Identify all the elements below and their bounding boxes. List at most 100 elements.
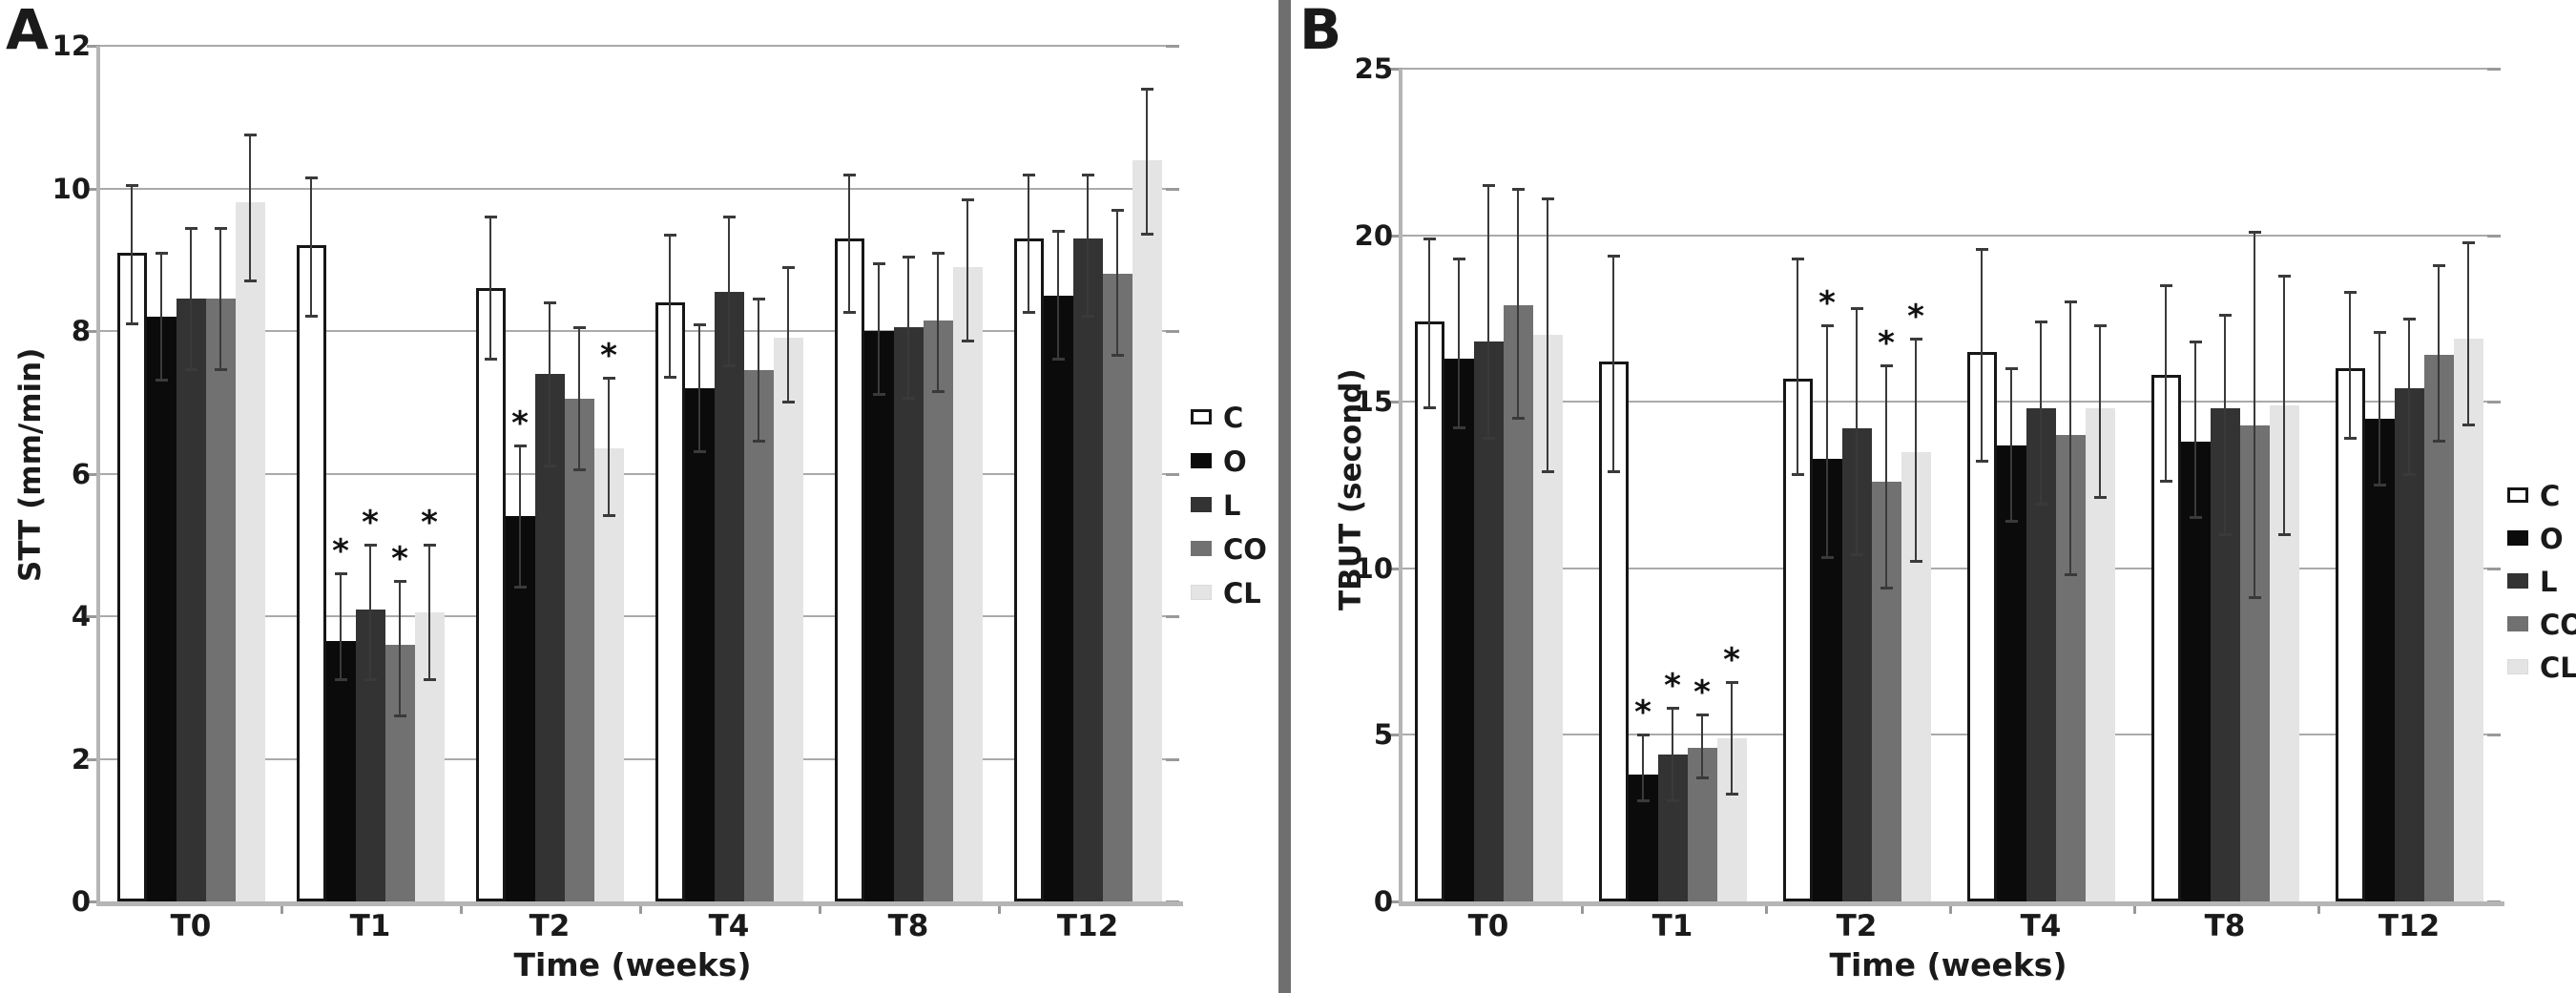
errorbar-cap-top-a-T1-CO bbox=[393, 579, 406, 583]
panel-a-y-axis bbox=[96, 46, 100, 901]
legend-swatch-b-CO bbox=[2507, 616, 2528, 631]
errorbar-a-T0-CL bbox=[249, 134, 251, 281]
errorbar-a-T2-O bbox=[519, 445, 521, 589]
errorbar-cap-bottom-b-T4-C bbox=[1975, 460, 1988, 464]
panel-b-x-boundary-tick-1 bbox=[1580, 906, 1584, 914]
errorbar-cap-top-a-T4-O bbox=[693, 322, 706, 326]
errorbar-cap-top-b-T0-O bbox=[1452, 258, 1465, 261]
errorbar-cap-top-b-T1-O bbox=[1636, 734, 1650, 737]
errorbar-cap-top-a-T4-CL bbox=[781, 265, 795, 269]
errorbar-cap-top-a-T2-C bbox=[484, 216, 497, 219]
errorbar-cap-top-a-T12-C bbox=[1022, 173, 1035, 176]
panel-b-y-axis bbox=[1399, 69, 1402, 901]
errorbar-b-T8-CL bbox=[2283, 275, 2285, 535]
errorbar-b-T12-L bbox=[2408, 318, 2410, 475]
errorbar-cap-top-b-T8-C bbox=[2159, 283, 2172, 287]
legend-swatch-a-CO bbox=[1191, 541, 1212, 556]
significance-asterisk-b-T2-O: * bbox=[1818, 283, 1836, 322]
errorbar-cap-top-a-T8-C bbox=[842, 173, 856, 176]
panel-a-y-tick-6 bbox=[87, 472, 100, 476]
panel-b-y-tick-label-5: 5 bbox=[1373, 718, 1393, 752]
legend-item-b-C: C bbox=[2507, 483, 2576, 511]
errorbar-cap-bottom-b-T8-CO bbox=[2248, 596, 2261, 600]
legend-label-b-C: C bbox=[2540, 480, 2561, 512]
bar-a-T8-L bbox=[893, 327, 924, 901]
errorbar-cap-top-b-T12-CL bbox=[2462, 240, 2475, 244]
errorbar-b-T1-O bbox=[1642, 734, 1644, 802]
panel-a-category-T1: T1 bbox=[349, 909, 391, 943]
panel-a-y-tick-right-6 bbox=[1166, 472, 1179, 476]
errorbar-a-T1-CL bbox=[428, 545, 430, 681]
panel-b-x-axis bbox=[1399, 901, 2504, 906]
errorbar-b-T8-C bbox=[2165, 284, 2167, 482]
errorbar-a-T4-L bbox=[728, 217, 730, 367]
errorbar-cap-bottom-b-T2-C bbox=[1791, 473, 1804, 477]
errorbar-a-T2-L bbox=[549, 302, 551, 467]
bar-a-T4-CO bbox=[743, 370, 774, 901]
errorbar-cap-top-b-T8-CO bbox=[2248, 231, 2261, 235]
legend-label-a-O: O bbox=[1223, 445, 1247, 478]
errorbar-cap-top-a-T4-CO bbox=[752, 298, 765, 301]
panel-b-y-tick-label-0: 0 bbox=[1373, 885, 1393, 918]
errorbar-cap-bottom-a-T2-CO bbox=[572, 467, 586, 471]
errorbar-cap-top-a-T12-CL bbox=[1140, 87, 1153, 91]
errorbar-cap-top-b-T4-O bbox=[2005, 367, 2018, 371]
bar-a-T0-CL bbox=[235, 202, 265, 901]
errorbar-cap-bottom-b-T1-CO bbox=[1695, 776, 1709, 779]
errorbar-cap-bottom-a-T1-C bbox=[304, 315, 318, 319]
significance-asterisk-a-T2-O: * bbox=[511, 403, 529, 443]
errorbar-a-T4-CL bbox=[787, 266, 789, 403]
panel-b-y-tick-0 bbox=[1389, 900, 1402, 903]
errorbar-b-T0-O bbox=[1458, 259, 1460, 429]
panel-b-y-tick-label-20: 20 bbox=[1354, 218, 1393, 252]
errorbar-a-T12-CO bbox=[1116, 209, 1118, 357]
panel-a-y-tick-0 bbox=[87, 900, 100, 903]
errorbar-cap-bottom-a-T0-O bbox=[155, 379, 168, 383]
significance-asterisk-a-T1-O: * bbox=[332, 532, 349, 571]
errorbar-a-T0-CO bbox=[219, 227, 221, 371]
errorbar-cap-top-a-T0-CL bbox=[243, 134, 257, 137]
errorbar-cap-bottom-a-T12-C bbox=[1022, 311, 1035, 315]
errorbar-cap-top-a-T12-CO bbox=[1111, 208, 1124, 212]
errorbar-cap-top-a-T2-O bbox=[513, 444, 527, 447]
significance-asterisk-b-T2-CO: * bbox=[1878, 323, 1895, 362]
errorbar-b-T2-C bbox=[1797, 259, 1798, 475]
panel-b-y-tick-10 bbox=[1389, 567, 1402, 570]
panel-b-y-tick-15 bbox=[1389, 401, 1402, 404]
bar-a-T12-CL bbox=[1132, 159, 1162, 901]
panel-b-gridline-15 bbox=[1402, 401, 2487, 403]
errorbar-cap-top-b-T4-L bbox=[2034, 321, 2047, 324]
errorbar-cap-top-b-T2-CO bbox=[1880, 363, 1893, 367]
errorbar-cap-top-b-T0-CO bbox=[1511, 187, 1525, 191]
panel-b-y-tick-right-20 bbox=[2487, 234, 2501, 238]
errorbar-cap-bottom-b-T0-O bbox=[1452, 426, 1465, 430]
significance-asterisk-b-T1-CO: * bbox=[1693, 673, 1711, 713]
panel-a-y-tick-right-4 bbox=[1166, 615, 1179, 618]
errorbar-cap-bottom-b-T0-C bbox=[1423, 406, 1436, 410]
errorbar-cap-bottom-a-T4-CO bbox=[752, 439, 765, 443]
panel-a-category-T0: T0 bbox=[170, 909, 212, 943]
errorbar-cap-bottom-a-T0-L bbox=[184, 368, 197, 372]
errorbar-cap-bottom-a-T8-O bbox=[872, 393, 885, 397]
errorbar-cap-bottom-b-T12-CO bbox=[2432, 440, 2445, 444]
errorbar-cap-top-b-T2-L bbox=[1850, 307, 1863, 311]
panel-b-gridline-20 bbox=[1402, 234, 2487, 237]
errorbar-a-T2-CL bbox=[608, 377, 610, 517]
panel-a-category-T2: T2 bbox=[529, 909, 571, 943]
panel-a-y-tick-label-10: 10 bbox=[52, 172, 91, 205]
errorbar-cap-bottom-b-T12-L bbox=[2402, 473, 2416, 477]
panel-b-y-tick-20 bbox=[1389, 234, 1402, 238]
errorbar-b-T4-CL bbox=[2099, 324, 2101, 499]
errorbar-cap-bottom-a-T12-CO bbox=[1111, 354, 1124, 358]
panel-a-gridline-8 bbox=[100, 330, 1166, 332]
panel-b-gridline-10 bbox=[1402, 567, 2487, 569]
significance-asterisk-a-T1-L: * bbox=[362, 504, 379, 543]
legend-label-b-CO: CO bbox=[2540, 609, 2576, 641]
significance-asterisk-a-T1-CO: * bbox=[391, 539, 408, 578]
errorbar-cap-top-a-T2-L bbox=[543, 301, 556, 305]
panel-b-x-boundary-tick-3 bbox=[1948, 906, 1952, 914]
errorbar-a-T1-L bbox=[369, 545, 371, 681]
panel-a-y-tick-label-8: 8 bbox=[71, 315, 91, 347]
legend-label-a-CO: CO bbox=[1223, 533, 1267, 566]
errorbar-cap-bottom-b-T12-CL bbox=[2462, 423, 2475, 426]
